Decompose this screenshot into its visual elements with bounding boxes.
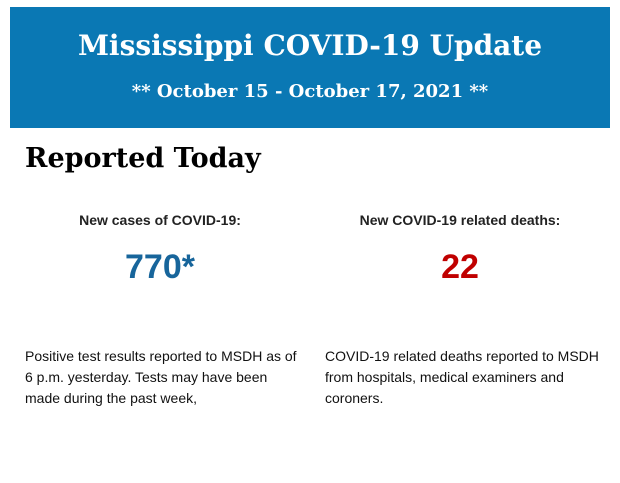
new-cases-description: Positive test results reported to MSDH a… [25, 348, 297, 406]
new-deaths-label: New COVID-19 related deaths: [359, 212, 561, 228]
new-cases-value: 770* [125, 248, 195, 286]
new-deaths-description: COVID-19 related deaths reported to MSDH… [325, 348, 599, 406]
new-cases-panel: New cases of COVID-19: 770* Positive tes… [25, 212, 297, 406]
date-range: ** October 15 - October 17, 2021 ** [131, 81, 489, 102]
new-cases-label: New cases of COVID-19: [79, 212, 241, 228]
section-title: Reported Today [25, 143, 261, 174]
new-deaths-value: 22 [441, 248, 479, 286]
new-deaths-panel: New COVID-19 related deaths: 22 COVID-19… [325, 212, 599, 406]
page-title: Mississippi COVID-19 Update [77, 29, 543, 62]
header-banner: Mississippi COVID-19 Update ** October 1… [10, 7, 610, 128]
